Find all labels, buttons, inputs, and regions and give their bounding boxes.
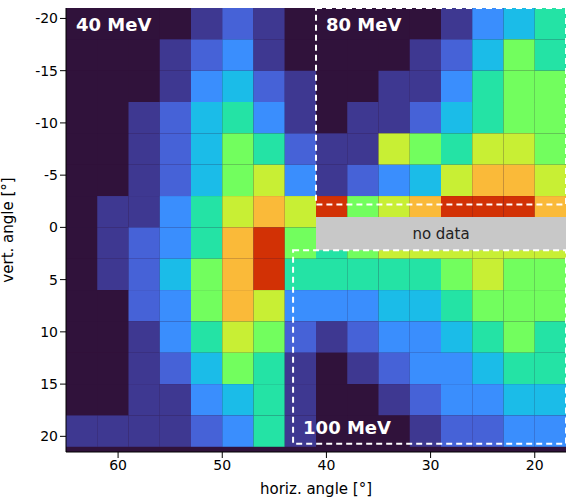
svg-text:40 MeV: 40 MeV [76,14,151,35]
svg-text:20: 20 [40,428,58,444]
svg-text:40: 40 [318,457,336,473]
svg-text:80 MeV: 80 MeV [326,14,401,35]
svg-text:no data: no data [412,225,469,243]
svg-text:15: 15 [40,376,58,392]
svg-text:-5: -5 [44,167,58,183]
svg-text:-20: -20 [35,10,58,26]
svg-text:vert. angle [°]: vert. angle [°] [0,177,17,282]
svg-text:10: 10 [40,324,58,340]
svg-text:50: 50 [213,457,231,473]
svg-text:5: 5 [49,272,58,288]
svg-text:horiz. angle [°]: horiz. angle [°] [260,480,372,498]
svg-text:0: 0 [49,219,58,235]
svg-text:100 MeV: 100 MeV [303,417,391,438]
svg-text:30: 30 [422,457,440,473]
svg-text:20: 20 [526,457,544,473]
svg-text:-10: -10 [35,115,58,131]
svg-text:60: 60 [109,457,127,473]
svg-text:-15: -15 [35,63,58,79]
